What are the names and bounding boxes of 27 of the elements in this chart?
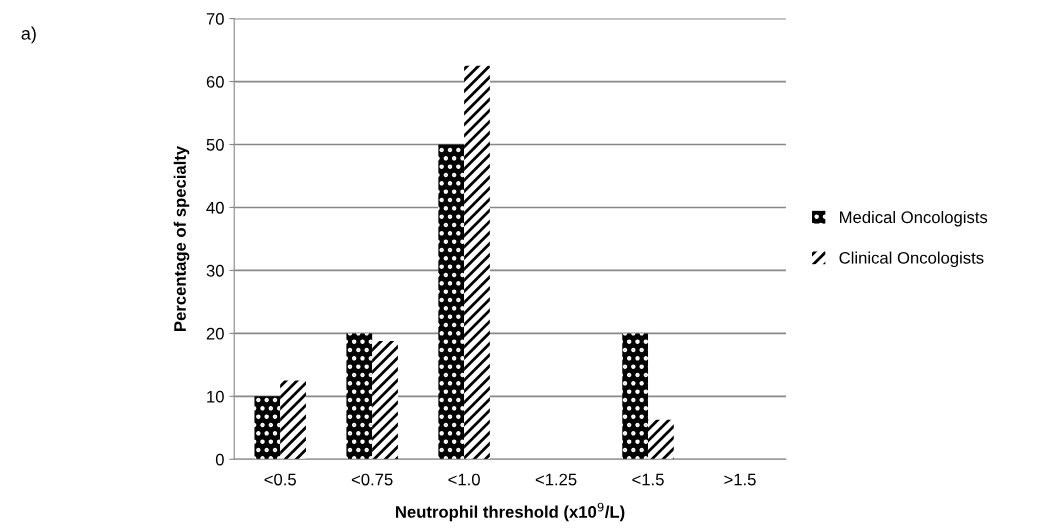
y-tick-label: 40 bbox=[206, 201, 224, 214]
x-tick-label: <0.75 bbox=[351, 473, 393, 486]
y-tick-label: 60 bbox=[206, 75, 224, 88]
text: a) bbox=[21, 26, 36, 44]
x-axis-title: Neutrophil threshold (x10$^{9}$/L) bbox=[396, 502, 625, 522]
bar bbox=[438, 144, 465, 460]
x-tick-label: <0.5 bbox=[264, 473, 296, 486]
y-axis-title: Percentage of specialty bbox=[173, 145, 190, 331]
y-tick-label: 10 bbox=[207, 390, 224, 403]
y-tick-label: 20 bbox=[206, 327, 224, 340]
bar bbox=[346, 333, 373, 460]
bar bbox=[372, 340, 398, 460]
x-tick-label: >1.5 bbox=[724, 473, 756, 486]
bar bbox=[464, 65, 490, 460]
bar bbox=[254, 396, 281, 460]
x-tick-label: <1.5 bbox=[632, 473, 664, 486]
x-tick-label: <1.25 bbox=[535, 473, 577, 486]
legend-label: Medical Oncologists bbox=[840, 210, 988, 227]
y-tick-label: 50 bbox=[206, 138, 224, 151]
bar bbox=[280, 380, 306, 460]
y-tick-label: 0 bbox=[215, 453, 224, 466]
y-tick-label: 30 bbox=[206, 264, 224, 277]
bar bbox=[648, 419, 674, 460]
y-tick-label: 70 bbox=[206, 12, 224, 25]
x-tick-label: <1.0 bbox=[448, 473, 480, 486]
bar bbox=[622, 333, 649, 460]
legend-label: Clinical Oncologists bbox=[839, 251, 984, 268]
